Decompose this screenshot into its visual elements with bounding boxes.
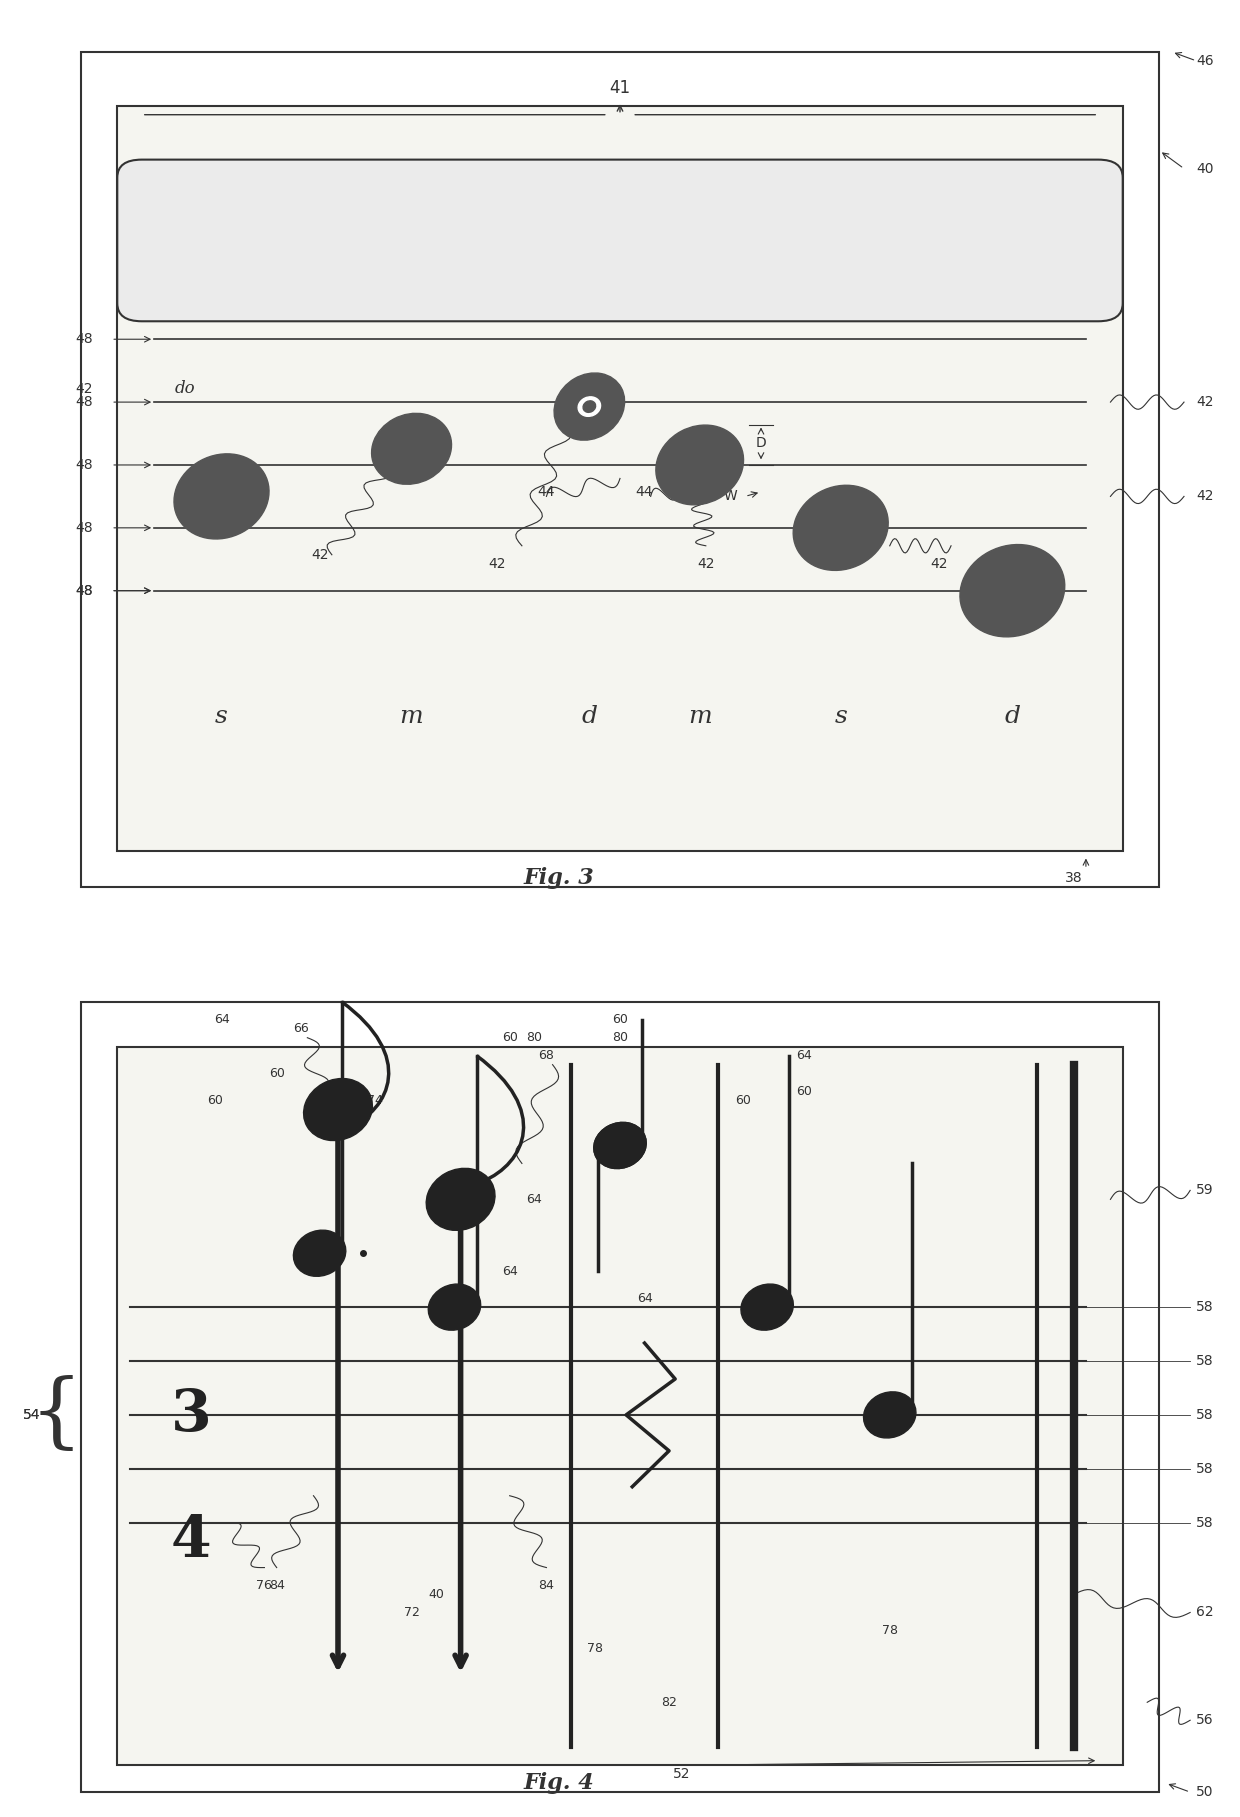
Text: {: { [30, 1375, 83, 1455]
Text: d: d [582, 705, 598, 729]
Text: D: D [755, 436, 766, 449]
Text: 74: 74 [367, 1094, 383, 1107]
Text: 48: 48 [76, 333, 93, 347]
Ellipse shape [656, 425, 744, 505]
Text: 46: 46 [1197, 55, 1214, 67]
Ellipse shape [428, 1285, 481, 1330]
Ellipse shape [554, 372, 625, 440]
Text: 78: 78 [882, 1624, 898, 1637]
Text: s: s [215, 705, 228, 729]
Text: 48: 48 [76, 583, 93, 598]
Ellipse shape [578, 396, 600, 416]
Text: 48: 48 [76, 458, 93, 472]
Text: 42: 42 [1197, 394, 1214, 409]
Text: 60: 60 [269, 1067, 285, 1079]
Ellipse shape [594, 1123, 646, 1168]
Ellipse shape [304, 1079, 372, 1141]
Text: 82: 82 [661, 1695, 677, 1708]
Ellipse shape [427, 1168, 495, 1230]
Text: 58: 58 [1197, 1354, 1214, 1368]
Text: 72: 72 [404, 1606, 419, 1619]
Text: d: d [1004, 705, 1021, 729]
Ellipse shape [174, 454, 269, 540]
Text: 64: 64 [502, 1265, 517, 1277]
Text: Fig. 4: Fig. 4 [523, 1772, 594, 1793]
Text: 58: 58 [1197, 1301, 1214, 1314]
Ellipse shape [794, 485, 888, 571]
Text: 48: 48 [76, 394, 93, 409]
Text: 48: 48 [76, 521, 93, 534]
Text: 58: 58 [1197, 1463, 1214, 1475]
Text: 44: 44 [538, 485, 556, 500]
Text: 38: 38 [1065, 870, 1083, 885]
Text: 3: 3 [170, 1386, 211, 1443]
Text: 84: 84 [269, 1579, 285, 1592]
Text: 41: 41 [609, 78, 631, 96]
FancyBboxPatch shape [118, 1047, 1122, 1764]
FancyBboxPatch shape [118, 105, 1122, 850]
Text: 76: 76 [257, 1579, 273, 1592]
Text: 66: 66 [294, 1023, 309, 1036]
Text: 68: 68 [538, 1048, 554, 1063]
Text: 60: 60 [613, 1014, 627, 1027]
Text: 64: 64 [213, 1014, 229, 1027]
Text: 42: 42 [489, 556, 506, 571]
Text: 60: 60 [796, 1085, 812, 1097]
Text: 64: 64 [796, 1048, 812, 1063]
Text: 64: 64 [526, 1192, 542, 1206]
Text: 59: 59 [1197, 1183, 1214, 1197]
Text: 60: 60 [207, 1094, 223, 1107]
Text: m: m [399, 705, 423, 729]
Text: 50: 50 [1197, 1784, 1214, 1799]
Ellipse shape [960, 545, 1065, 636]
Text: 62: 62 [1197, 1606, 1214, 1619]
Text: 84: 84 [538, 1579, 554, 1592]
Text: 78: 78 [588, 1643, 604, 1655]
Text: 4: 4 [171, 1512, 211, 1568]
Text: 52: 52 [672, 1768, 689, 1781]
Ellipse shape [372, 412, 451, 485]
Text: 58: 58 [1197, 1515, 1214, 1530]
Ellipse shape [742, 1285, 794, 1330]
Text: 48: 48 [76, 583, 93, 598]
Text: 80: 80 [526, 1032, 542, 1045]
Text: W: W [723, 489, 738, 503]
Text: Fig. 3: Fig. 3 [523, 867, 594, 889]
Text: do: do [175, 380, 195, 398]
Ellipse shape [863, 1392, 916, 1437]
Text: 42: 42 [697, 556, 714, 571]
Text: 54: 54 [22, 1408, 40, 1423]
Ellipse shape [583, 402, 595, 412]
Text: 42: 42 [76, 382, 93, 396]
Text: 64: 64 [636, 1292, 652, 1305]
Text: 60: 60 [734, 1094, 750, 1107]
Text: 42: 42 [930, 556, 947, 571]
Text: s: s [835, 705, 847, 729]
Text: 42: 42 [1197, 489, 1214, 503]
FancyBboxPatch shape [118, 160, 1122, 322]
Text: 56: 56 [1197, 1713, 1214, 1728]
Text: 40: 40 [428, 1588, 444, 1601]
Text: 80: 80 [613, 1032, 627, 1045]
Text: 42: 42 [311, 547, 329, 561]
Text: 58: 58 [1197, 1408, 1214, 1423]
Ellipse shape [294, 1230, 346, 1276]
Text: 40: 40 [1197, 162, 1214, 176]
Text: 60: 60 [502, 1032, 517, 1045]
Text: 44: 44 [636, 485, 653, 500]
Text: m: m [688, 705, 712, 729]
Ellipse shape [594, 1123, 646, 1168]
Text: 54: 54 [22, 1408, 40, 1423]
